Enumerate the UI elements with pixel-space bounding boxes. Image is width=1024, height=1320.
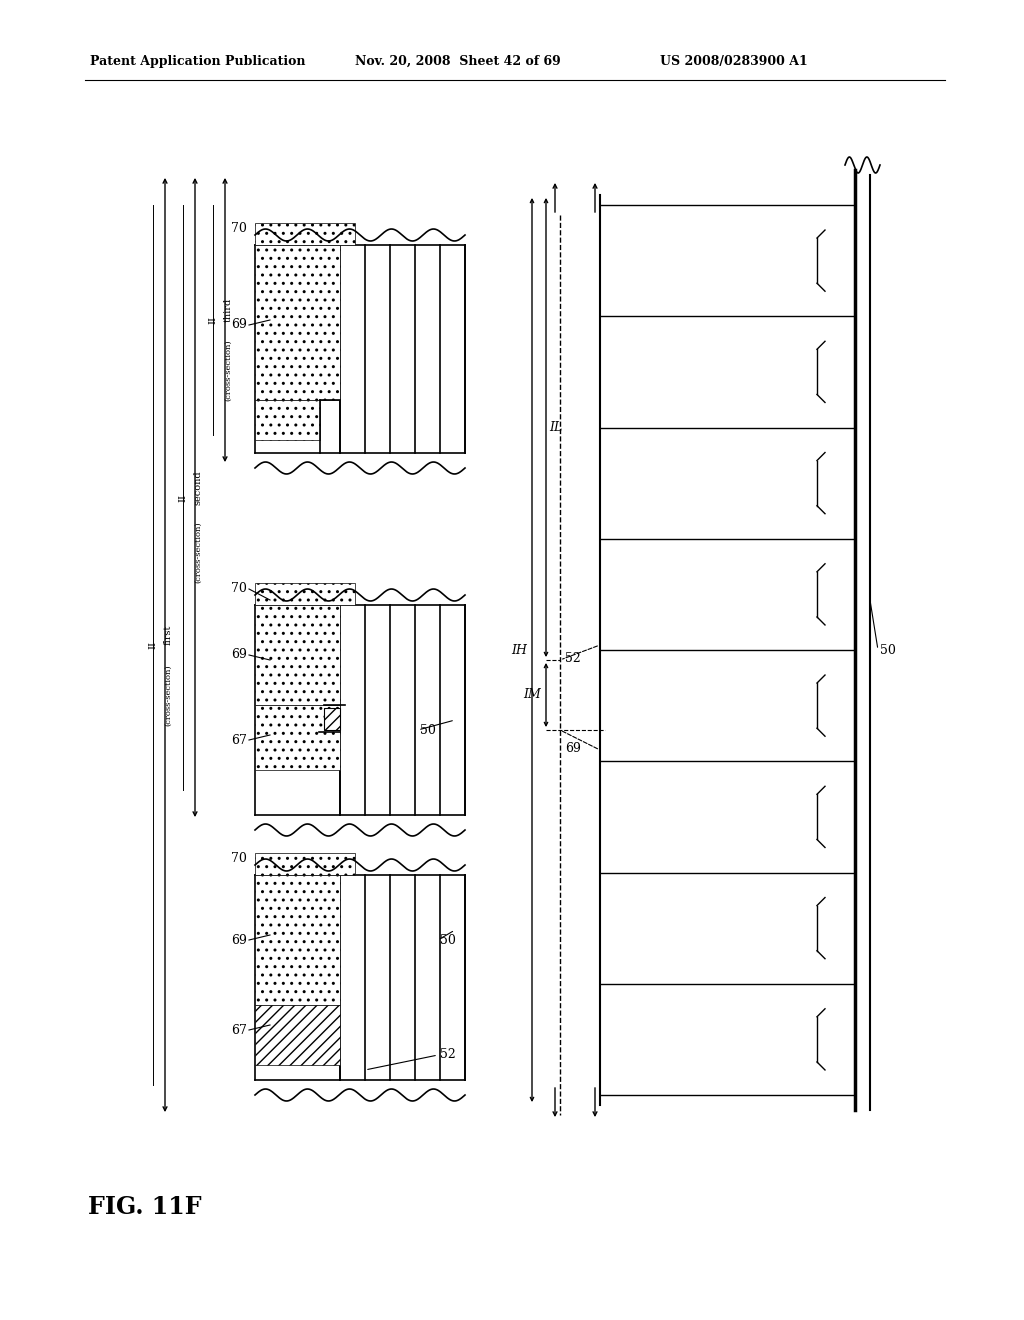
Text: IL: IL — [549, 421, 562, 434]
Text: 69: 69 — [231, 648, 247, 661]
Text: 70: 70 — [231, 223, 247, 235]
Bar — [255, 853, 355, 875]
Text: 70: 70 — [231, 853, 247, 866]
Bar — [255, 875, 340, 1005]
Text: 52: 52 — [565, 652, 581, 665]
Text: 50: 50 — [440, 933, 456, 946]
Bar — [255, 605, 340, 705]
Text: Patent Application Publication: Patent Application Publication — [90, 55, 305, 69]
Text: FIG. 11F: FIG. 11F — [88, 1195, 202, 1218]
Text: 69: 69 — [231, 318, 247, 331]
Text: II: II — [209, 315, 217, 323]
Text: third: third — [223, 298, 232, 322]
Text: II: II — [178, 494, 187, 502]
Text: 69: 69 — [231, 933, 247, 946]
Text: IH: IH — [511, 644, 527, 656]
Text: 50: 50 — [420, 723, 436, 737]
Bar — [255, 400, 319, 440]
Bar — [255, 705, 340, 770]
Text: (cross-section): (cross-section) — [224, 339, 232, 401]
Text: first: first — [164, 624, 172, 645]
Text: (cross-section): (cross-section) — [164, 664, 172, 726]
Text: 69: 69 — [565, 742, 581, 755]
Text: 70: 70 — [231, 582, 247, 595]
Bar — [255, 583, 355, 605]
Text: II: II — [148, 642, 158, 649]
Bar — [255, 246, 340, 400]
Text: 50: 50 — [880, 644, 896, 656]
Text: 52: 52 — [440, 1048, 456, 1061]
Text: Nov. 20, 2008  Sheet 42 of 69: Nov. 20, 2008 Sheet 42 of 69 — [355, 55, 561, 69]
Bar — [324, 708, 340, 730]
Text: US 2008/0283900 A1: US 2008/0283900 A1 — [660, 55, 808, 69]
Bar — [255, 223, 355, 246]
Text: second: second — [194, 470, 203, 504]
Bar — [255, 1005, 340, 1065]
Text: IM: IM — [523, 689, 541, 701]
Text: 67: 67 — [231, 1023, 247, 1036]
Text: 67: 67 — [231, 734, 247, 747]
Text: (cross-section): (cross-section) — [194, 521, 202, 583]
